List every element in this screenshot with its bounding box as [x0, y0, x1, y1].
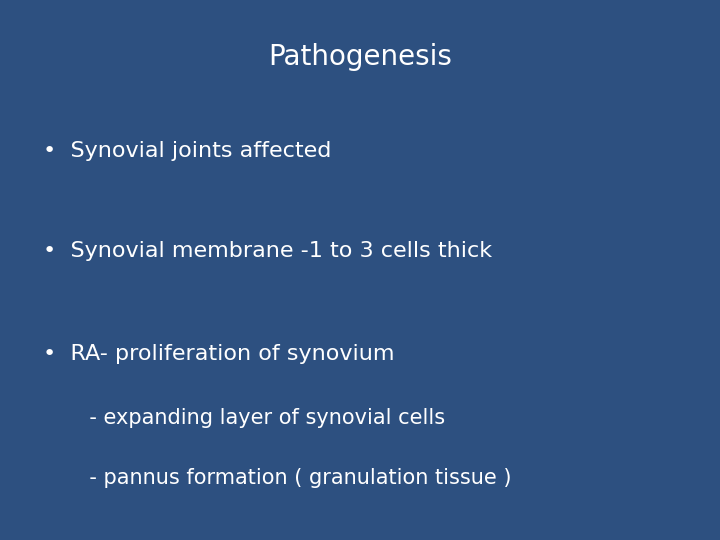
- Text: Pathogenesis: Pathogenesis: [268, 43, 452, 71]
- Text: •  RA- proliferation of synovium: • RA- proliferation of synovium: [43, 343, 395, 364]
- Text: •  Synovial joints affected: • Synovial joints affected: [43, 141, 332, 161]
- Text: - pannus formation ( granulation tissue ): - pannus formation ( granulation tissue …: [43, 468, 512, 488]
- Text: - expanding layer of synovial cells: - expanding layer of synovial cells: [43, 408, 446, 429]
- Text: •  Synovial membrane -1 to 3 cells thick: • Synovial membrane -1 to 3 cells thick: [43, 241, 492, 261]
